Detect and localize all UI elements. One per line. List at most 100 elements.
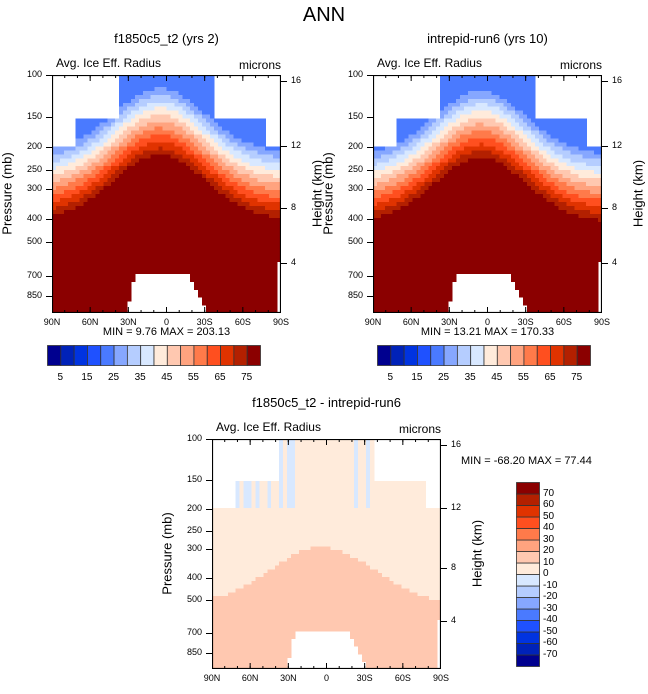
panel-2-cell [448, 114, 453, 120]
panel-1-cell [229, 154, 235, 159]
panel-2-cell [404, 309, 410, 313]
panel-1-cell [67, 269, 73, 274]
panel-1-colorbar-label: 15 [81, 372, 93, 383]
panel-2-cell [515, 174, 520, 179]
panel-2-cell [392, 221, 398, 227]
panel-2-cell [376, 261, 382, 266]
panel-1-cell [130, 178, 136, 183]
panel-2-cell [471, 245, 477, 251]
panel-2-cell [455, 75, 461, 80]
panel-1-cell [71, 277, 77, 282]
panel-1-cell [127, 86, 132, 92]
panel-1-cell [67, 257, 73, 263]
panel-1-cell [71, 261, 77, 266]
panel-1-cell [142, 233, 148, 239]
panel-2-cell [400, 273, 406, 278]
panel-1-cell [170, 106, 175, 112]
panel-1-cell [170, 201, 175, 207]
panel-2-cell [479, 98, 485, 104]
panel-1-cell [277, 209, 281, 215]
panel-2-cell [526, 221, 532, 227]
panel-1-cell [221, 265, 227, 270]
panel-1-cell [99, 253, 104, 259]
panel-1-cell [166, 229, 172, 235]
panel-1-cell [194, 106, 199, 112]
panel-2-cell [396, 249, 402, 255]
panel-1-cell [87, 273, 93, 278]
panel-1-cell [162, 237, 168, 243]
panel-1-cell [209, 249, 215, 255]
panel-2-cell [530, 170, 536, 175]
panel-1-cell [115, 213, 120, 219]
panel-2-cell [526, 75, 532, 80]
panel-2-cell [491, 94, 496, 100]
panel-1-height-tick-label: 16 [291, 75, 302, 85]
panel-2-cell [440, 201, 445, 207]
panel-1-colorbar-label: 65 [214, 372, 226, 383]
panel-1-cell [134, 134, 140, 140]
panel-1-cell [59, 309, 65, 313]
panel-2-cell [523, 293, 528, 298]
panel-2-cell [428, 225, 433, 231]
panel-1-cell [277, 186, 281, 191]
panel-2-cell [436, 154, 441, 159]
panel-1-cell [150, 94, 156, 100]
panel-1-cell [83, 297, 89, 302]
panel-1-cell [154, 130, 160, 136]
panel-2-cell [451, 174, 457, 179]
panel-2-cell [416, 146, 421, 151]
panel-1-cell [52, 245, 57, 251]
panel-1-cell [213, 182, 219, 187]
panel-2-cell [523, 229, 528, 235]
panel-1-cell [123, 309, 128, 313]
panel-1-cell [213, 293, 219, 298]
panel-1-colorbar-box [73, 345, 88, 366]
panel-1-cell [55, 265, 61, 270]
panel-1-cell [269, 289, 274, 294]
panel-2-cell [487, 82, 493, 88]
panel-2-cell [376, 249, 382, 255]
panel-2-cell [459, 245, 465, 251]
panel-1-cell [138, 154, 144, 159]
panel-1-cell [59, 146, 65, 151]
panel-2-cell [487, 94, 493, 100]
panel-1-cell [221, 118, 227, 124]
panel-2-cell [479, 265, 485, 270]
panel-1-cell [190, 150, 195, 155]
panel-2-cell [440, 98, 445, 104]
panel-1-cell [111, 150, 116, 155]
panel-1-cell [67, 201, 73, 207]
panel-1-cell [111, 241, 116, 247]
panel-2-cell [412, 174, 418, 179]
panel-2-cell [523, 102, 528, 108]
panel-2-cell [373, 305, 378, 310]
panel-1-cell [257, 209, 262, 215]
panel-2-cell [499, 110, 504, 116]
panel-2-cell [448, 201, 453, 207]
panel-2-cell [444, 190, 449, 195]
panel-1-cell [103, 277, 108, 282]
panel-2-cell [519, 158, 524, 163]
panel-1-cell [225, 142, 231, 147]
panel-1-cell [194, 134, 199, 140]
panel-1-cell [241, 146, 247, 151]
panel-1-cell [107, 134, 112, 140]
panel-2-cell [448, 158, 453, 163]
panel-1-x-tick-label: 90N [43, 317, 61, 327]
panel-1-cell [158, 201, 164, 207]
panel-2-cell [519, 122, 524, 128]
panel-1-cell [257, 245, 262, 251]
panel-2-cell [459, 118, 465, 124]
panel-1-cell [67, 265, 73, 270]
panel-2-cell [404, 146, 410, 151]
panel-2-cell [507, 146, 512, 151]
panel-1-cell [225, 154, 231, 159]
panel-1-cell [229, 225, 235, 231]
panel-1-cell [63, 261, 69, 266]
panel-1-cell [119, 249, 124, 255]
panel-1-cell [63, 257, 69, 263]
panel-2-cell [373, 166, 378, 171]
panel-2-cell [412, 265, 418, 270]
panel-1-cell [79, 309, 85, 313]
panel-2-cell [455, 257, 461, 263]
